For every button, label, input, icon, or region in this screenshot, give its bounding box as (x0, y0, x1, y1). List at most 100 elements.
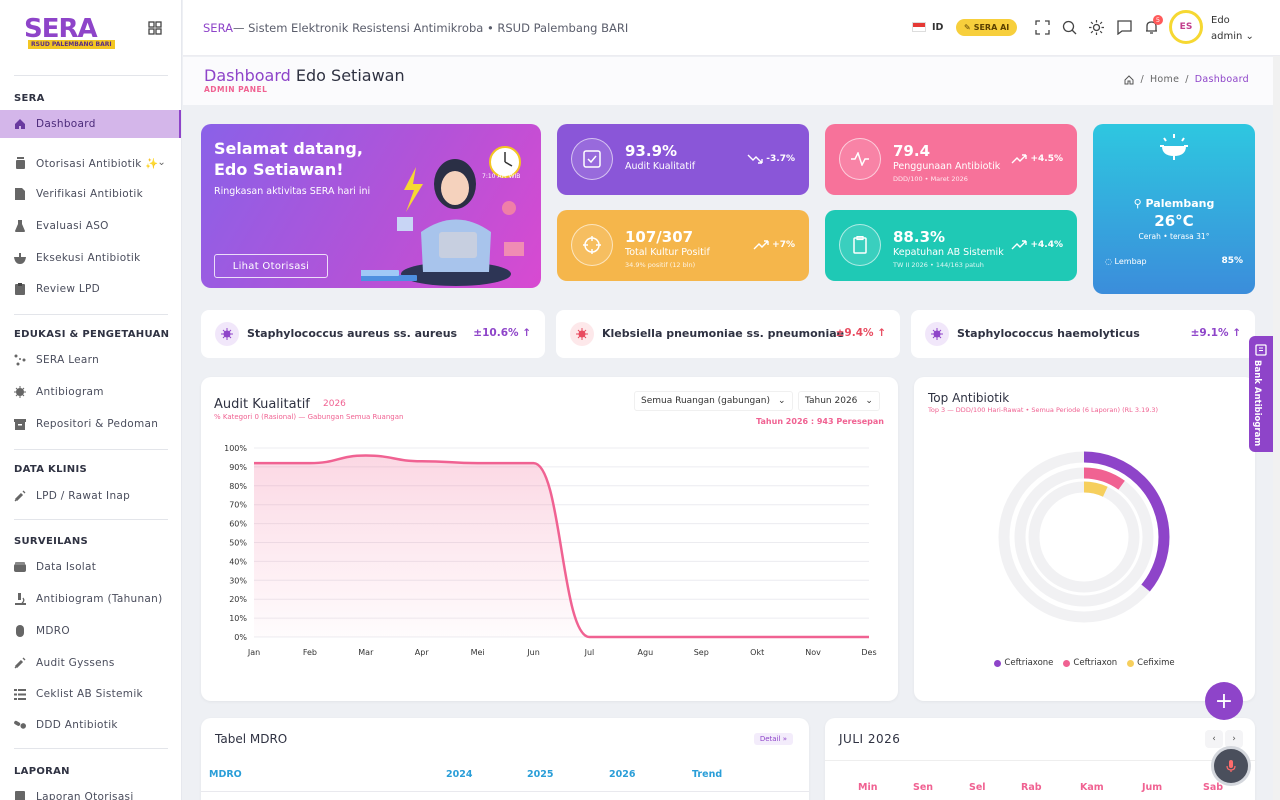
sera-logo[interactable]: SERA RSUD PALEMBANG BARI (18, 12, 115, 52)
weather-desc: Cerah • terasa 31° (1138, 232, 1210, 241)
apps-grid-icon[interactable] (148, 21, 162, 35)
section-data-klinis: DATA KLINIS (14, 464, 87, 475)
calendar-prev-button[interactable]: ‹ (1205, 730, 1223, 748)
bell-icon[interactable] (1144, 20, 1159, 35)
sidebar-divider (14, 314, 168, 315)
welcome-title-line2: Edo Setiawan! (214, 160, 344, 179)
mdro-detail-button[interactable]: Detail » (753, 733, 793, 745)
trend-up-icon (1011, 154, 1028, 164)
droplet-icon: ◌ (1105, 257, 1112, 266)
sidebar-item-label: LPD / Rawat Inap (36, 490, 131, 502)
room-select[interactable]: Semua Ruangan (gabungan) ⌄ (634, 391, 793, 411)
sidebar-item-label: Repositori & Pedoman (36, 418, 159, 430)
sidebar-item-laporan-otorisasi[interactable]: Laporan Otorisasi (0, 783, 181, 800)
page-title-name: Edo Setiawan (295, 66, 405, 85)
stat-card-penggunaan[interactable]: 79.4 Penggunaan Antibiotik DDD/100 • Mar… (825, 124, 1077, 195)
legend-item[interactable]: Ceftriaxone (994, 658, 1053, 668)
sidebar-item-ddd[interactable]: DDD Antibiotik (0, 711, 181, 739)
stat-card-kultur[interactable]: 107/307 Total Kultur Positif 34.9% posit… (557, 210, 809, 281)
y-tick-label: 10% (229, 614, 247, 623)
language-selector[interactable]: ID (932, 22, 944, 33)
sidebar-item-otorisasi[interactable]: Otorisasi Antibiotik ✨ ⌄ (0, 149, 181, 177)
chevron-down-icon: ⌄ (777, 396, 786, 406)
sidebar-item-lpd-rawat-inap[interactable]: LPD / Rawat Inap (0, 482, 181, 510)
stat-label: Audit Kualitatif (625, 161, 696, 172)
bacteria-card[interactable]: Staphylococcus haemolyticus ±9.1% ↑ (911, 310, 1255, 358)
stat-trend: +4.4% (1011, 240, 1063, 250)
sidebar-item-audit-gyssens[interactable]: Audit Gyssens (0, 649, 181, 677)
x-tick-label: Okt (750, 648, 764, 657)
stat-card-audit[interactable]: 93.9% Audit Kualitatif -3.7% (557, 124, 809, 195)
chevron-down-icon: ⌄ (1245, 31, 1254, 42)
avatar[interactable]: ES (1169, 10, 1203, 44)
sidebar-item-dashboard[interactable]: Dashboard (0, 110, 181, 138)
section-laporan: LAPORAN (14, 766, 70, 777)
sidebar: SERA RSUD PALEMBANG BARI SERA Dashboard … (0, 0, 182, 800)
sera-ai-button[interactable]: ✎ SERA AI (956, 19, 1018, 36)
virus-icon (14, 386, 26, 398)
sidebar-item-antibiogram-tahunan[interactable]: Antibiogram (Tahunan) (0, 585, 181, 613)
year-select-value: Tahun 2026 (805, 396, 858, 406)
year-select[interactable]: Tahun 2026 ⌄ (798, 391, 880, 411)
syringe-icon (14, 490, 26, 502)
home-icon[interactable] (1124, 74, 1134, 85)
archive-icon (14, 418, 26, 430)
lihat-otorisasi-button[interactable]: Lihat Otorisasi (214, 254, 328, 278)
calendar-next-button[interactable]: › (1225, 730, 1243, 748)
sidebar-item-label: Dashboard (36, 118, 96, 130)
breadcrumb-home[interactable]: Home (1149, 74, 1180, 85)
x-tick-label: Apr (415, 648, 430, 657)
breadcrumb: / Home / Dashboard (1124, 74, 1249, 85)
welcome-title-line1: Selamat datang, (214, 139, 363, 158)
sidebar-item-label: Antibiogram (36, 386, 104, 398)
x-tick-label: Feb (303, 648, 317, 657)
illustration-woman-laptop (361, 146, 524, 286)
y-tick-label: 60% (229, 520, 247, 529)
add-button[interactable]: + (1205, 682, 1243, 720)
bacteria-card[interactable]: Klebsiella pneumoniae ss. pneumoniae ±9.… (556, 310, 900, 358)
sidebar-item-antibiogram[interactable]: Antibiogram (0, 378, 181, 406)
calendar-day-header: Sab (1203, 782, 1224, 793)
legend-dot (1063, 659, 1071, 667)
sidebar-item-evaluasi[interactable]: Evaluasi ASO (0, 212, 181, 240)
audit-year-tag: 2026 (323, 399, 346, 409)
calendar-title: JULI 2026 (839, 732, 901, 746)
topbar: SERA— Sistem Elektronik Resistensi Antim… (183, 0, 1280, 56)
top-ab-title: Top Antibiotik (928, 391, 1010, 405)
chat-icon[interactable] (1117, 20, 1132, 35)
bacteria-card[interactable]: Staphylococcus aureus ss. aureus ±10.6% … (201, 310, 545, 358)
user-menu[interactable]: Edo admin ⌄ (1211, 13, 1254, 45)
weather-sun-icon (1160, 134, 1188, 160)
syringe-icon (14, 657, 26, 669)
sidebar-item-review-lpd[interactable]: Review LPD (0, 275, 181, 303)
sidebar-item-eksekusi[interactable]: Eksekusi Antibiotik (0, 244, 181, 272)
stat-card-kepatuhan[interactable]: 88.3% Kepatuhan AB Sistemik TW II 2026 •… (825, 210, 1077, 281)
sun-icon[interactable] (1089, 20, 1104, 35)
bacteria-name: Staphylococcus haemolyticus (957, 327, 1140, 340)
bank-antibiogram-label: Bank Antibiogram (1252, 360, 1262, 447)
x-tick-label: Sep (694, 648, 709, 657)
mdro-header-divider (201, 791, 809, 792)
sidebar-item-data-isolat[interactable]: Data Isolat (0, 553, 181, 581)
sidebar-item-sera-learn[interactable]: SERA Learn (0, 346, 181, 374)
stat-trend-value: -3.7% (766, 154, 795, 164)
voice-assistant-button[interactable] (1211, 746, 1251, 786)
stat-note: DDD/100 • Maret 2026 (893, 175, 968, 183)
clipboard-icon (839, 224, 881, 266)
arrow-up-icon: ↑ (877, 327, 886, 339)
sidebar-item-verifikasi[interactable]: Verifikasi Antibiotik (0, 180, 181, 208)
bank-antibiogram-tab[interactable]: Bank Antibiogram (1249, 336, 1273, 452)
section-sera: SERA (14, 93, 45, 104)
page-scrollbar[interactable] (1273, 56, 1280, 800)
sidebar-item-repositori[interactable]: Repositori & Pedoman (0, 410, 181, 438)
sidebar-item-label: Laporan Otorisasi (36, 791, 134, 800)
legend-item[interactable]: Ceftriaxon (1063, 658, 1117, 668)
fullscreen-icon[interactable] (1035, 20, 1050, 35)
sidebar-item-ceklist[interactable]: Ceklist AB Sistemik (0, 680, 181, 708)
y-tick-label: 80% (229, 482, 247, 491)
calendar-day-header: Jum (1142, 782, 1163, 793)
sidebar-item-mdro[interactable]: MDRO (0, 617, 181, 645)
legend-item[interactable]: Cefixime (1127, 658, 1175, 668)
indonesia-flag-icon[interactable] (912, 22, 926, 32)
search-icon[interactable] (1062, 20, 1077, 35)
